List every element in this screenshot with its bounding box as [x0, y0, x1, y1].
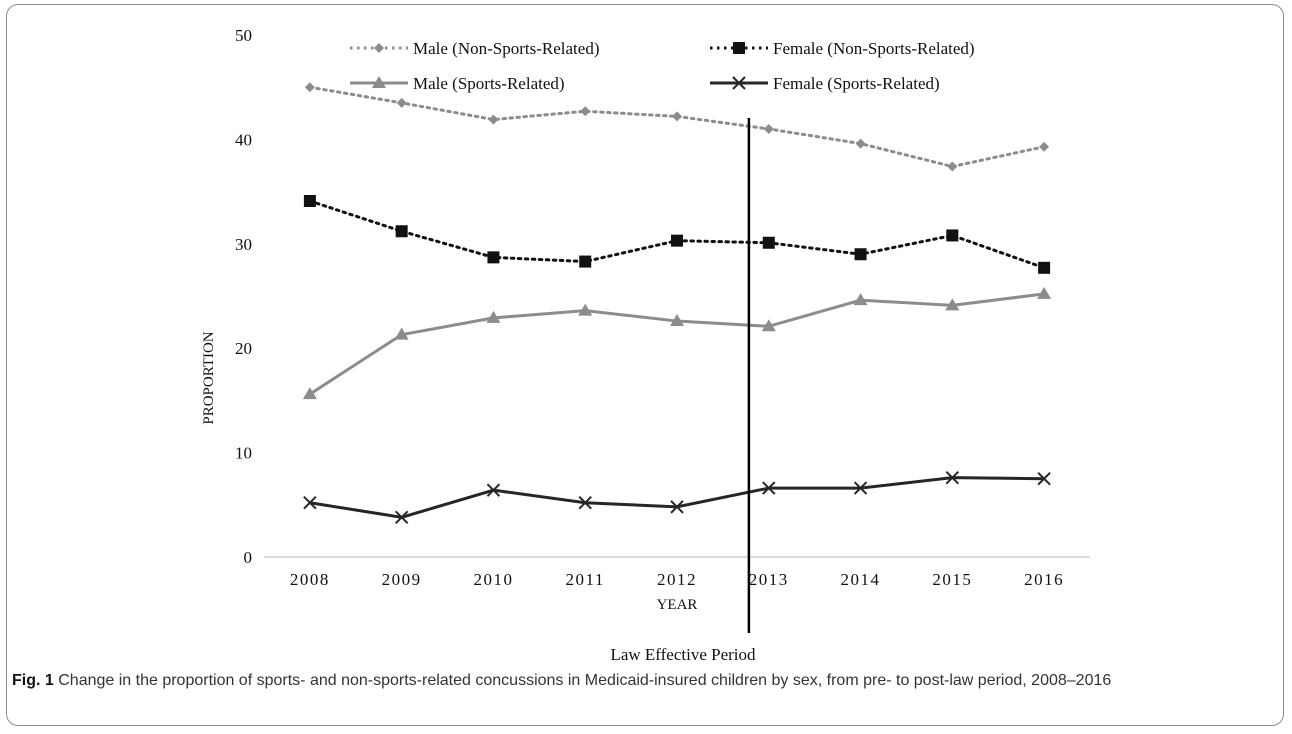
data-point: [1038, 261, 1051, 274]
series-3: [302, 286, 1052, 400]
data-point: [395, 225, 408, 238]
y-tick-label: 30: [235, 235, 252, 254]
y-axis-label: PROPORTION: [201, 331, 217, 424]
x-tick-label: 2008: [290, 570, 330, 589]
legend-marker: [732, 76, 746, 90]
legend-item: Female (Sports-Related): [710, 74, 940, 93]
series-4: [303, 470, 1051, 525]
legend-marker: [374, 43, 384, 53]
x-tick-label: 2014: [841, 570, 881, 589]
legend-item: Male (Sports-Related): [350, 74, 565, 93]
data-point: [853, 293, 868, 306]
series-line: [308, 476, 1046, 519]
data-point: [303, 496, 317, 510]
data-point: [486, 310, 501, 323]
series-line: [308, 199, 1046, 270]
caption-text: Change in the proportion of sports- and …: [58, 672, 1112, 689]
data-point: [396, 97, 407, 108]
legend: Male (Non-Sports-Related) Female (Non-Spo…: [350, 39, 975, 93]
x-tick-label: 2010: [473, 570, 513, 589]
legend-marker: [372, 76, 386, 88]
data-point: [394, 510, 409, 525]
y-axis-ticks: 0 10 20 30 40 50: [235, 26, 252, 567]
y-tick-label: 20: [235, 339, 252, 358]
y-tick-label: 10: [235, 444, 252, 463]
data-point: [578, 303, 593, 316]
figure-frame: [6, 4, 1284, 726]
caption-label: Fig. 1: [12, 672, 54, 689]
data-point: [853, 481, 868, 495]
data-point: [945, 298, 960, 311]
data-point: [670, 500, 684, 514]
x-axis-ticks: 2008 2009 2010 2011 2012 2013 2014 2015 2016: [290, 570, 1064, 589]
data-point: [578, 496, 592, 510]
series-layer: [302, 82, 1052, 525]
data-point: [1037, 286, 1052, 299]
data-point: [303, 194, 316, 207]
data-point: [945, 470, 960, 485]
y-tick-label: 40: [235, 130, 252, 149]
legend-marker: [733, 42, 745, 54]
x-tick-label: 2016: [1024, 570, 1064, 589]
data-point: [486, 483, 501, 497]
data-point: [946, 229, 959, 242]
data-point: [947, 161, 958, 172]
figure-caption: Fig. 1 Change in the proportion of sport…: [12, 670, 1272, 692]
data-point: [488, 114, 499, 125]
data-point: [671, 234, 683, 247]
data-point: [1039, 141, 1050, 152]
legend-label: Male (Sports-Related): [413, 74, 565, 93]
law-effective-label: Law Effective Period: [610, 645, 756, 664]
line-chart: 0 10 20 30 40 50 2008 2009 2010 2011 2012 2013 2014…: [201, 26, 1090, 664]
data-point: [762, 236, 775, 249]
data-point: [672, 111, 682, 122]
legend-label: Male (Non-Sports-Related): [413, 39, 599, 58]
y-tick-label: 50: [235, 26, 252, 45]
data-point: [1037, 471, 1051, 486]
x-tick-label: 2015: [932, 570, 972, 589]
legend-item: Male (Non-Sports-Related): [350, 39, 599, 58]
data-point: [761, 319, 776, 332]
data-point: [394, 327, 409, 340]
data-point: [487, 251, 500, 264]
data-point: [854, 248, 867, 261]
y-tick-label: 0: [244, 548, 253, 567]
series-line: [308, 85, 1046, 169]
data-point: [579, 255, 592, 268]
data-point: [762, 481, 776, 495]
x-tick-label: 2009: [382, 570, 422, 589]
data-point: [763, 123, 774, 134]
data-point: [580, 106, 591, 117]
legend-label: Female (Sports-Related): [773, 74, 940, 93]
data-point: [304, 82, 315, 93]
data-point: [302, 387, 317, 400]
legend-item: Female (Non-Sports-Related): [710, 39, 975, 58]
series-1: [304, 82, 1050, 172]
x-tick-label: 2013: [749, 570, 789, 589]
data-point: [670, 314, 684, 327]
x-tick-label: 2012: [657, 570, 697, 589]
x-tick-label: 2011: [566, 570, 605, 589]
series-2: [303, 194, 1051, 274]
data-point: [855, 138, 866, 149]
x-axis-label: YEAR: [657, 597, 698, 613]
series-line: [308, 292, 1046, 396]
legend-label: Female (Non-Sports-Related): [773, 39, 975, 58]
